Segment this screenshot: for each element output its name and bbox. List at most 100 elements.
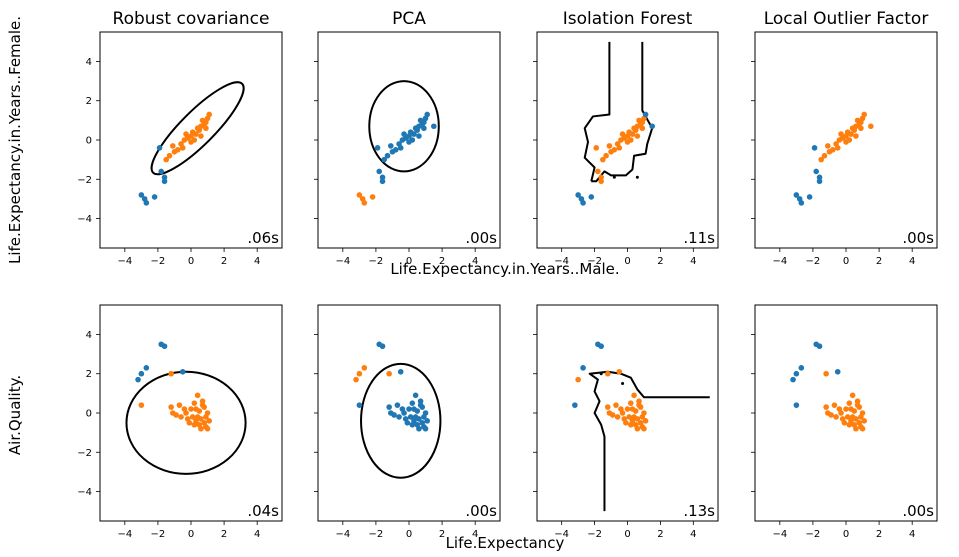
inlier-point [861,418,867,424]
inlier-point [627,400,634,406]
outlier-point [411,131,417,137]
y-tick-label: 2 [86,369,92,380]
x-tick-label: −4 [117,529,132,540]
outlier-point [156,145,163,151]
inlier-point [619,131,626,137]
outlier-point [642,111,649,118]
inlier-point [848,406,854,412]
x-tick-label: −4 [772,529,787,540]
inlier-point [178,414,184,420]
inlier-point [138,402,145,408]
inlier-point [861,111,867,118]
timing-label: .11s [683,229,715,247]
inlier-point [183,410,189,416]
outlier-point [151,194,158,200]
x-tick-label: 0 [843,529,849,540]
inlier-point [854,398,861,405]
inlier-point [846,421,853,428]
inlier-point [616,145,623,151]
x-tick-label: −4 [335,529,350,540]
outlier-point [401,410,407,416]
outlier-point [397,145,404,151]
inlier-point [614,414,621,420]
decision-boundary [150,81,245,176]
outlier-point [816,178,823,185]
inlier-point [361,365,368,371]
inlier-point [833,414,839,420]
subplot-6: −4 −2 0 2 4 .00s [314,304,501,540]
x-tick-label: −4 [117,256,132,267]
decision-boundary [360,362,442,479]
axes-frame [99,304,283,522]
inlier-point [634,133,641,139]
inlier-point [624,406,631,412]
outlier-point [143,365,150,371]
inlier-point [838,410,844,416]
outlier-point [386,404,392,410]
axes-frame [754,304,938,522]
axes-frame [99,31,283,249]
inlier-point [641,425,647,432]
outlier-point [572,402,578,408]
outlier-point [396,414,402,420]
outlier-point [404,420,411,426]
x-tick-label: −2 [369,529,384,540]
x-tick-label: 2 [439,529,445,540]
outlier-point [138,370,145,377]
inlier-point [206,418,212,424]
timing-label: .06s [247,229,279,247]
inlier-point [636,117,642,124]
outlier-point [793,192,800,198]
outlier-point [834,368,841,375]
x-tick-label: 0 [843,256,849,267]
y-tick-label: 4 [86,57,92,68]
inlier-point [642,418,649,424]
outlier-point [790,376,796,383]
y-tick-label: 0 [86,409,92,420]
inlier-point [639,414,646,420]
inlier-point [631,392,637,399]
x-tick-label: −4 [554,256,569,267]
axes-frame [317,304,501,522]
decision-boundary [125,370,247,475]
outlier-point [391,412,397,418]
outlier-point [816,343,823,350]
inlier-point [611,147,618,153]
outlier-point [811,145,818,151]
inlier-point [198,133,204,139]
inlier-point [193,406,199,412]
subplot-5: −4 −2 0 2 4 −4 −2 0 2 4 .04s [77,304,283,540]
inlier-point [191,421,198,428]
timing-label: .00s [902,502,934,520]
x-tick-label: 0 [624,529,630,540]
x-tick-label: −2 [587,529,602,540]
subplot-title: Robust covariance [113,9,270,29]
inlier-point [598,174,604,181]
inlier-point [834,145,841,151]
inlier-point [168,404,174,410]
x-tick-label: −2 [151,256,166,267]
outlier-point [416,133,422,139]
inlier-point [619,410,626,416]
y-tick-label: −2 [77,175,92,186]
x-tick-label: 4 [909,256,915,267]
inlier-point [193,131,199,137]
outlier-point [397,368,404,375]
x-tick-label: 4 [909,529,915,540]
axes-frame [754,31,938,249]
outlier-point [161,343,168,350]
inlier-point [204,425,211,432]
outlier-point [424,111,431,118]
x-tick-label: 4 [472,256,478,267]
outlier-point [409,421,416,428]
x-tick-label: 2 [876,256,882,267]
inlier-point [831,402,838,408]
x-tick-label: 0 [406,256,412,267]
inlier-point [848,131,854,137]
outlier-point [158,168,165,175]
inlier-point [828,412,834,418]
outlier-point [416,425,422,432]
axes-frame [317,31,501,249]
outlier-point [417,117,424,124]
x-tick-label: −4 [335,256,350,267]
